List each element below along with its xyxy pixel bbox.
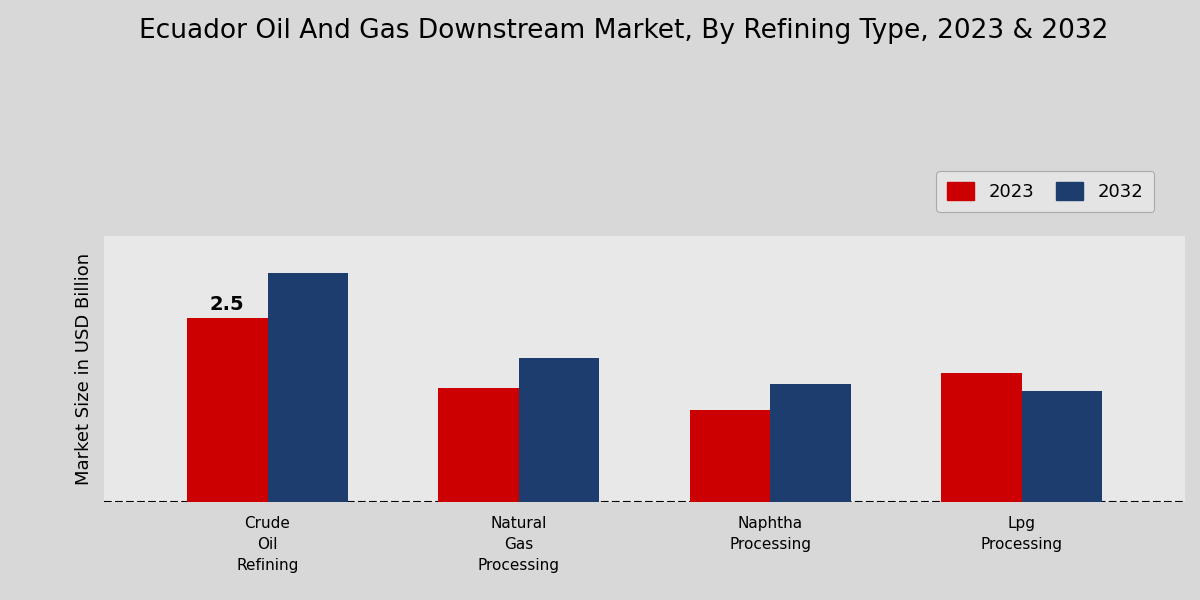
Bar — [1021, 391, 1102, 502]
Bar — [268, 273, 348, 502]
Bar — [438, 388, 518, 502]
Bar — [187, 317, 268, 502]
Bar — [690, 410, 770, 502]
Bar — [518, 358, 599, 502]
Text: 2.5: 2.5 — [210, 295, 245, 314]
Text: Ecuador Oil And Gas Downstream Market, By Refining Type, 2023 & 2032: Ecuador Oil And Gas Downstream Market, B… — [139, 18, 1109, 44]
Bar — [941, 373, 1021, 502]
Bar — [770, 384, 851, 502]
Y-axis label: Market Size in USD Billion: Market Size in USD Billion — [74, 253, 94, 485]
Legend: 2023, 2032: 2023, 2032 — [936, 171, 1154, 212]
